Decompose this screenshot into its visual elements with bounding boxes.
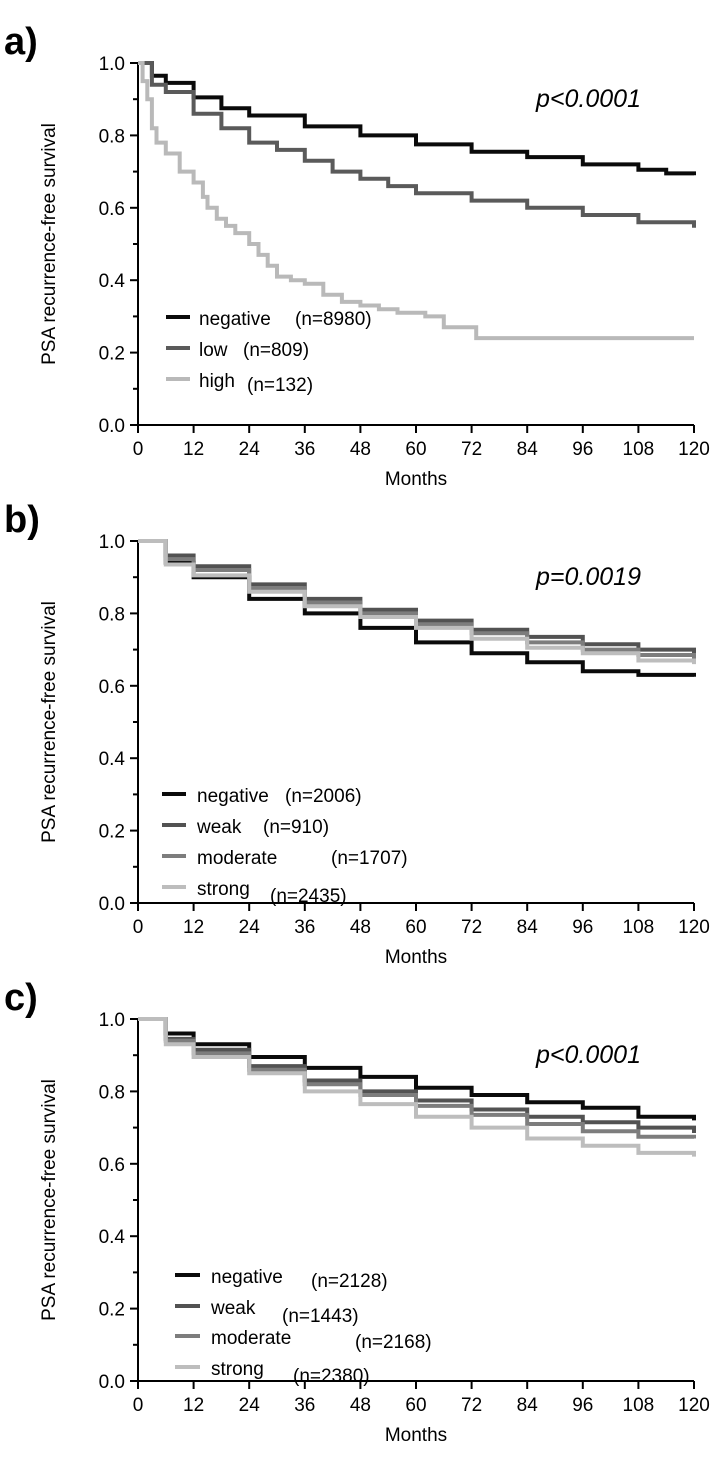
legend-n-moderate: (n=2168) xyxy=(355,1332,432,1353)
y-tick-label: 0.6 xyxy=(99,199,125,220)
chart-panel-c: c) 0.0 0.2 0.4 0.6 0.8 1.0 0 12 24 36 48 60 72 84 96 108… xyxy=(4,977,710,1446)
x-tick-label: 96 xyxy=(572,917,593,938)
x-axis-title: Months xyxy=(385,1425,447,1446)
x-tick-label: 60 xyxy=(405,1395,426,1416)
legend-label-moderate: moderate xyxy=(211,1328,291,1349)
y-tick-label: 0.4 xyxy=(99,271,126,292)
x-tick-label: 48 xyxy=(350,439,371,460)
x-tick-label: 84 xyxy=(517,439,539,460)
p-value-annotation: p=0.0019 xyxy=(535,563,641,591)
x-tick-label: 24 xyxy=(239,439,261,460)
legend-label-high: high xyxy=(199,371,235,392)
y-tick-label: 1.0 xyxy=(99,54,125,75)
x-tick-label: 0 xyxy=(133,917,144,938)
legend-label-weak: weak xyxy=(196,817,242,838)
x-tick-label: 12 xyxy=(183,1395,204,1416)
y-tick-label: 0.8 xyxy=(99,126,125,147)
x-tick-label: 0 xyxy=(133,439,144,460)
series-line-strong xyxy=(138,539,696,665)
chart-panel-b: b) 0.0 0.2 0.4 0.6 0.8 1.0 0 12 24 36 48 60 72 84 96 108… xyxy=(4,499,710,968)
y-tick-label: 0.8 xyxy=(99,1082,125,1103)
y-tick-label: 0.6 xyxy=(99,677,125,698)
x-tick-label: 120 xyxy=(678,439,710,460)
legend-label-moderate: moderate xyxy=(197,848,277,869)
chart-panel-a: a) 0.0 0.2 0.4 0.6 0.8 1.0 0 12 24 36 48 60 72 84 96 108… xyxy=(4,21,710,490)
legend-n-moderate: (n=1707) xyxy=(331,848,408,869)
x-tick-label: 36 xyxy=(294,1395,315,1416)
y-tick-label: 0.6 xyxy=(99,1155,125,1176)
p-value-annotation: p<0.0001 xyxy=(535,85,641,113)
y-tick-label: 0.2 xyxy=(99,822,125,843)
legend-n-weak: (n=1443) xyxy=(282,1306,359,1327)
series-line-low xyxy=(138,61,696,228)
y-tick-label: 0.2 xyxy=(99,344,125,365)
legend-label-negative: negative xyxy=(197,786,269,807)
legend-n-high: (n=132) xyxy=(247,375,313,396)
x-tick-label: 108 xyxy=(623,439,655,460)
legend-n-low: (n=809) xyxy=(243,340,309,361)
x-tick-label: 24 xyxy=(239,917,261,938)
y-tick-label: 0.0 xyxy=(99,1372,125,1393)
legend-n-negative: (n=8980) xyxy=(295,309,372,330)
y-axis-title: PSA recurrence-free survival xyxy=(39,123,60,365)
x-tick-label: 120 xyxy=(678,917,710,938)
x-tick-label: 12 xyxy=(183,917,204,938)
legend-n-weak: (n=910) xyxy=(263,817,329,838)
y-axis-title: PSA recurrence-free survival xyxy=(39,601,60,843)
legend-n-strong: (n=2380) xyxy=(293,1366,370,1387)
series-line-high xyxy=(138,61,694,341)
x-tick-label: 60 xyxy=(405,917,426,938)
y-tick-label: 0.4 xyxy=(99,749,126,770)
y-tick-label: 1.0 xyxy=(99,532,125,553)
legend-n-negative: (n=2128) xyxy=(311,1271,388,1292)
y-tick-label: 0.0 xyxy=(99,416,125,437)
legend-label-negative: negative xyxy=(199,309,271,330)
x-tick-label: 72 xyxy=(461,1395,482,1416)
y-tick-label: 0.2 xyxy=(99,1300,125,1321)
x-tick-label: 96 xyxy=(572,439,593,460)
legend-label-strong: strong xyxy=(211,1359,264,1380)
x-tick-label: 48 xyxy=(350,917,371,938)
x-tick-label: 72 xyxy=(461,439,482,460)
p-value-annotation: p<0.0001 xyxy=(535,1041,641,1069)
x-tick-label: 24 xyxy=(239,1395,261,1416)
legend-label-negative: negative xyxy=(211,1267,283,1288)
x-tick-label: 108 xyxy=(623,1395,655,1416)
x-tick-label: 84 xyxy=(517,917,539,938)
panel-label: c) xyxy=(4,977,38,1019)
x-axis-title: Months xyxy=(385,947,447,968)
panel-label: b) xyxy=(4,499,40,541)
x-axis-title: Months xyxy=(385,469,447,490)
x-tick-label: 0 xyxy=(133,1395,144,1416)
y-tick-label: 0.0 xyxy=(99,894,125,915)
x-tick-label: 36 xyxy=(294,917,315,938)
x-tick-label: 108 xyxy=(623,917,655,938)
y-axis-title: PSA recurrence-free survival xyxy=(39,1079,60,1321)
legend-label-low: low xyxy=(199,340,228,361)
legend-n-strong: (n=2435) xyxy=(270,886,347,907)
y-tick-label: 0.8 xyxy=(99,604,125,625)
x-tick-label: 12 xyxy=(183,439,204,460)
series-line-negative xyxy=(138,61,696,176)
legend-n-negative: (n=2006) xyxy=(285,786,362,807)
x-tick-label: 72 xyxy=(461,917,482,938)
series-line-strong xyxy=(138,1017,696,1157)
y-tick-label: 1.0 xyxy=(99,1010,125,1031)
panel-label: a) xyxy=(4,21,38,63)
legend-label-weak: weak xyxy=(210,1298,256,1319)
x-tick-label: 60 xyxy=(405,439,426,460)
x-tick-label: 96 xyxy=(572,1395,593,1416)
legend-label-strong: strong xyxy=(197,879,250,900)
x-tick-label: 120 xyxy=(678,1395,710,1416)
x-tick-label: 84 xyxy=(517,1395,539,1416)
x-tick-label: 48 xyxy=(350,1395,371,1416)
x-tick-label: 36 xyxy=(294,439,315,460)
y-tick-label: 0.4 xyxy=(99,1227,126,1248)
